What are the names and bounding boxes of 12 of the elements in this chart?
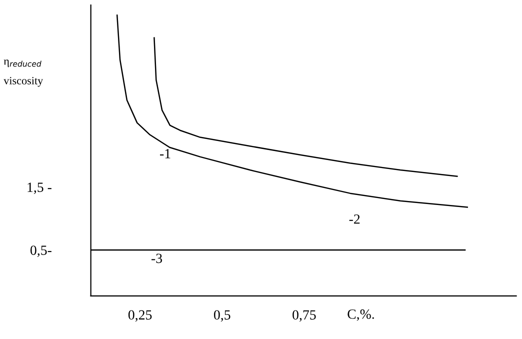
x-axis-title: C,%. xyxy=(348,309,374,321)
annotation: -3 xyxy=(152,254,162,264)
text: η$_{reduced}$ viscosity xyxy=(4,60,44,87)
x-tick-label: 0,5 xyxy=(214,310,230,322)
y-tick-label: 0,5- xyxy=(30,246,52,257)
annotation: -1 xyxy=(160,149,170,158)
line-series xyxy=(154,37,458,177)
x-tick-label: 0,75 xyxy=(292,310,316,322)
annotation: -2 xyxy=(349,214,360,224)
y-tick-label: 1,5 - xyxy=(28,182,52,194)
line-series xyxy=(116,14,468,208)
x-tick-label: 0,25 xyxy=(128,310,152,322)
